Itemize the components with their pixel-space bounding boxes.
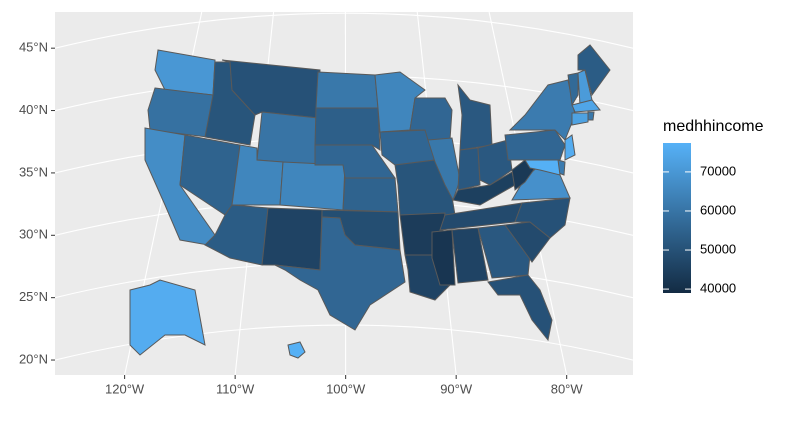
state <box>256 111 319 166</box>
state <box>514 197 571 239</box>
state <box>487 274 553 342</box>
states <box>129 44 611 359</box>
x-tick-label: 100°W <box>326 381 366 396</box>
state <box>457 147 481 191</box>
grid-line <box>55 12 633 49</box>
state <box>274 216 406 331</box>
y-tick-label: 20°N <box>19 351 48 366</box>
state <box>431 229 456 286</box>
state <box>567 72 579 107</box>
legend: 40000 50000 60000 70000 <box>663 163 736 296</box>
x-tick-label: 80°W <box>551 381 584 396</box>
state <box>279 161 346 211</box>
y-tick-label: 40°N <box>19 102 48 117</box>
y-tick-label: 25°N <box>19 289 48 304</box>
state <box>129 279 206 356</box>
y-tick-label: 35°N <box>19 164 48 179</box>
state <box>571 99 601 113</box>
colorbar-label: 60000 <box>700 202 736 217</box>
legend-title: medhhincome <box>663 118 764 135</box>
colorbar-label: 50000 <box>700 241 736 256</box>
state <box>571 112 589 126</box>
x-tick-label: 120°W <box>105 381 145 396</box>
colorbar-label: 40000 <box>700 281 736 296</box>
state <box>287 341 306 359</box>
state <box>564 134 576 161</box>
state <box>577 44 611 97</box>
state <box>315 71 379 109</box>
y-tick-label: 45°N <box>19 40 48 55</box>
state <box>261 207 323 271</box>
x-tick-label: 90°W <box>440 381 473 396</box>
state <box>477 224 531 279</box>
state <box>451 227 489 284</box>
state <box>314 107 381 151</box>
colorbar <box>663 143 691 293</box>
y-tick-label: 30°N <box>19 227 48 242</box>
state <box>477 139 513 186</box>
state <box>524 159 561 176</box>
state <box>342 177 399 213</box>
state <box>587 111 595 121</box>
x-tick-label: 110°W <box>216 381 255 396</box>
state <box>504 129 566 161</box>
state <box>147 87 214 138</box>
colorbar-label: 70000 <box>700 163 736 178</box>
